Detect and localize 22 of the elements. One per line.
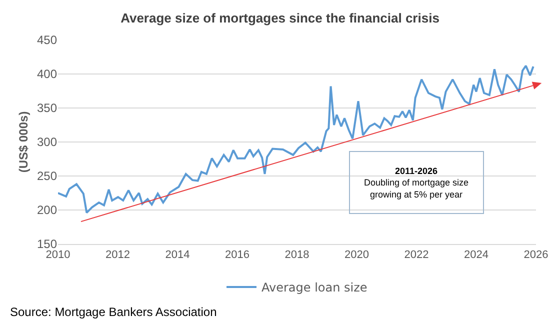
- x-tick-label: 2014: [165, 249, 190, 262]
- x-tick-label: 2018: [284, 249, 310, 262]
- legend-label: Average loan size: [262, 280, 368, 295]
- y-tick-label: 300: [36, 135, 58, 150]
- x-tick-label: 2010: [46, 249, 70, 262]
- x-tick-label: 2016: [225, 249, 250, 262]
- y-tick-label: 250: [36, 169, 58, 184]
- annotation: 2011-2026 Doubling of mortgage size growing at 5% per year: [364, 166, 469, 200]
- x-tick-label: 2020: [344, 249, 369, 262]
- x-tick-label: 2026: [524, 249, 548, 262]
- chart-title: Average size of mortgages since the financial crisis: [120, 10, 440, 26]
- y-tick-label: 400: [36, 67, 58, 82]
- x-tick-label: 2022: [404, 249, 429, 262]
- y-tick-label: 200: [36, 203, 58, 218]
- line-series: [58, 64, 534, 214]
- y-axis-title: (US$ 000s): [16, 111, 30, 173]
- y-tick-label: 150: [36, 237, 58, 252]
- x-tick-label: 2012: [106, 249, 130, 262]
- y-tick-label: 450: [36, 33, 58, 48]
- source-note: Source: Mortgage Bankers Association: [10, 305, 217, 319]
- y-tick-label: 350: [36, 101, 58, 116]
- x-tick-label: 2024: [464, 249, 488, 262]
